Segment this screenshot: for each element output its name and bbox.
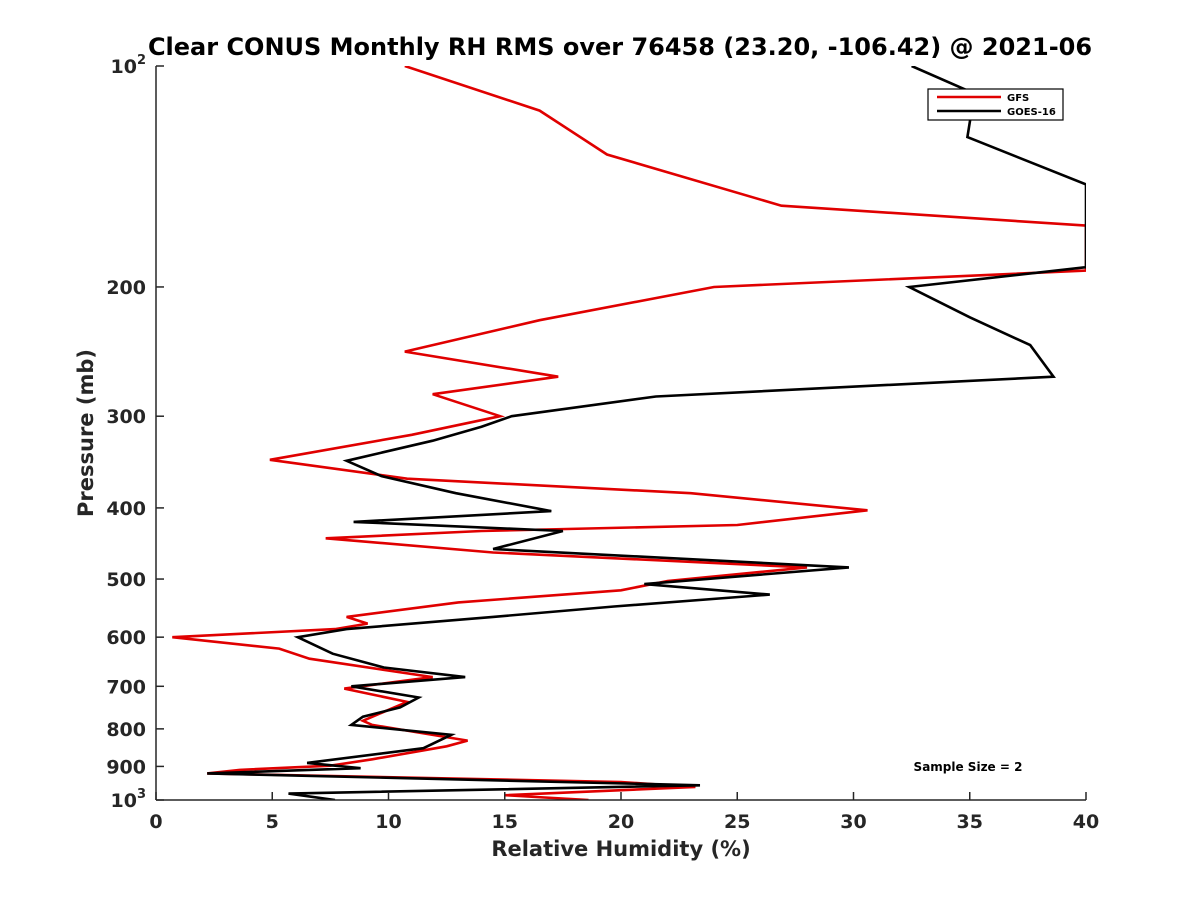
- y-tick-label: 102: [111, 53, 147, 78]
- sample-size-annotation: Sample Size = 2: [914, 760, 1023, 774]
- y-tick-label: 200: [106, 277, 146, 299]
- x-tick-label: 30: [840, 811, 866, 833]
- x-tick-label: 5: [266, 811, 279, 833]
- x-tick-label: 20: [608, 811, 634, 833]
- chart-title: Clear CONUS Monthly RH RMS over 76458 (2…: [148, 33, 1092, 61]
- series-line-gfs: [172, 66, 1086, 800]
- legend-box: [927, 88, 1064, 121]
- x-tick-label: 35: [957, 811, 983, 833]
- y-tick-label: 700: [106, 676, 146, 698]
- x-tick-label: 10: [375, 811, 401, 833]
- legend-label-gfs: GFS: [1007, 93, 1029, 104]
- y-tick-label: 103: [111, 787, 147, 812]
- legend: GFS GOES-16: [927, 88, 1064, 121]
- x-tick-label: 15: [492, 811, 518, 833]
- y-tick-label: 900: [106, 756, 146, 778]
- y-tick-label: 500: [106, 569, 146, 591]
- y-tick-label: 300: [106, 406, 146, 428]
- legend-label-goes16: GOES-16: [1007, 107, 1056, 118]
- x-axis-ticks: 0 5 10 15 20 25 30 35 40: [149, 792, 1099, 833]
- y-tick-label: 600: [106, 627, 146, 649]
- x-tick-label: 40: [1073, 811, 1099, 833]
- y-tick-label: 800: [106, 719, 146, 741]
- y-axis-label: Pressure (mb): [74, 349, 98, 517]
- x-tick-label: 25: [724, 811, 750, 833]
- x-tick-label: 0: [149, 811, 162, 833]
- series-line-goes16: [207, 66, 1086, 800]
- y-tick-label: 400: [106, 498, 146, 520]
- x-axis-label: Relative Humidity (%): [491, 837, 750, 861]
- y-axis-ticks: 102 200 300 400 500 600 700 800 900 103: [106, 53, 164, 812]
- series-layer: [172, 66, 1086, 800]
